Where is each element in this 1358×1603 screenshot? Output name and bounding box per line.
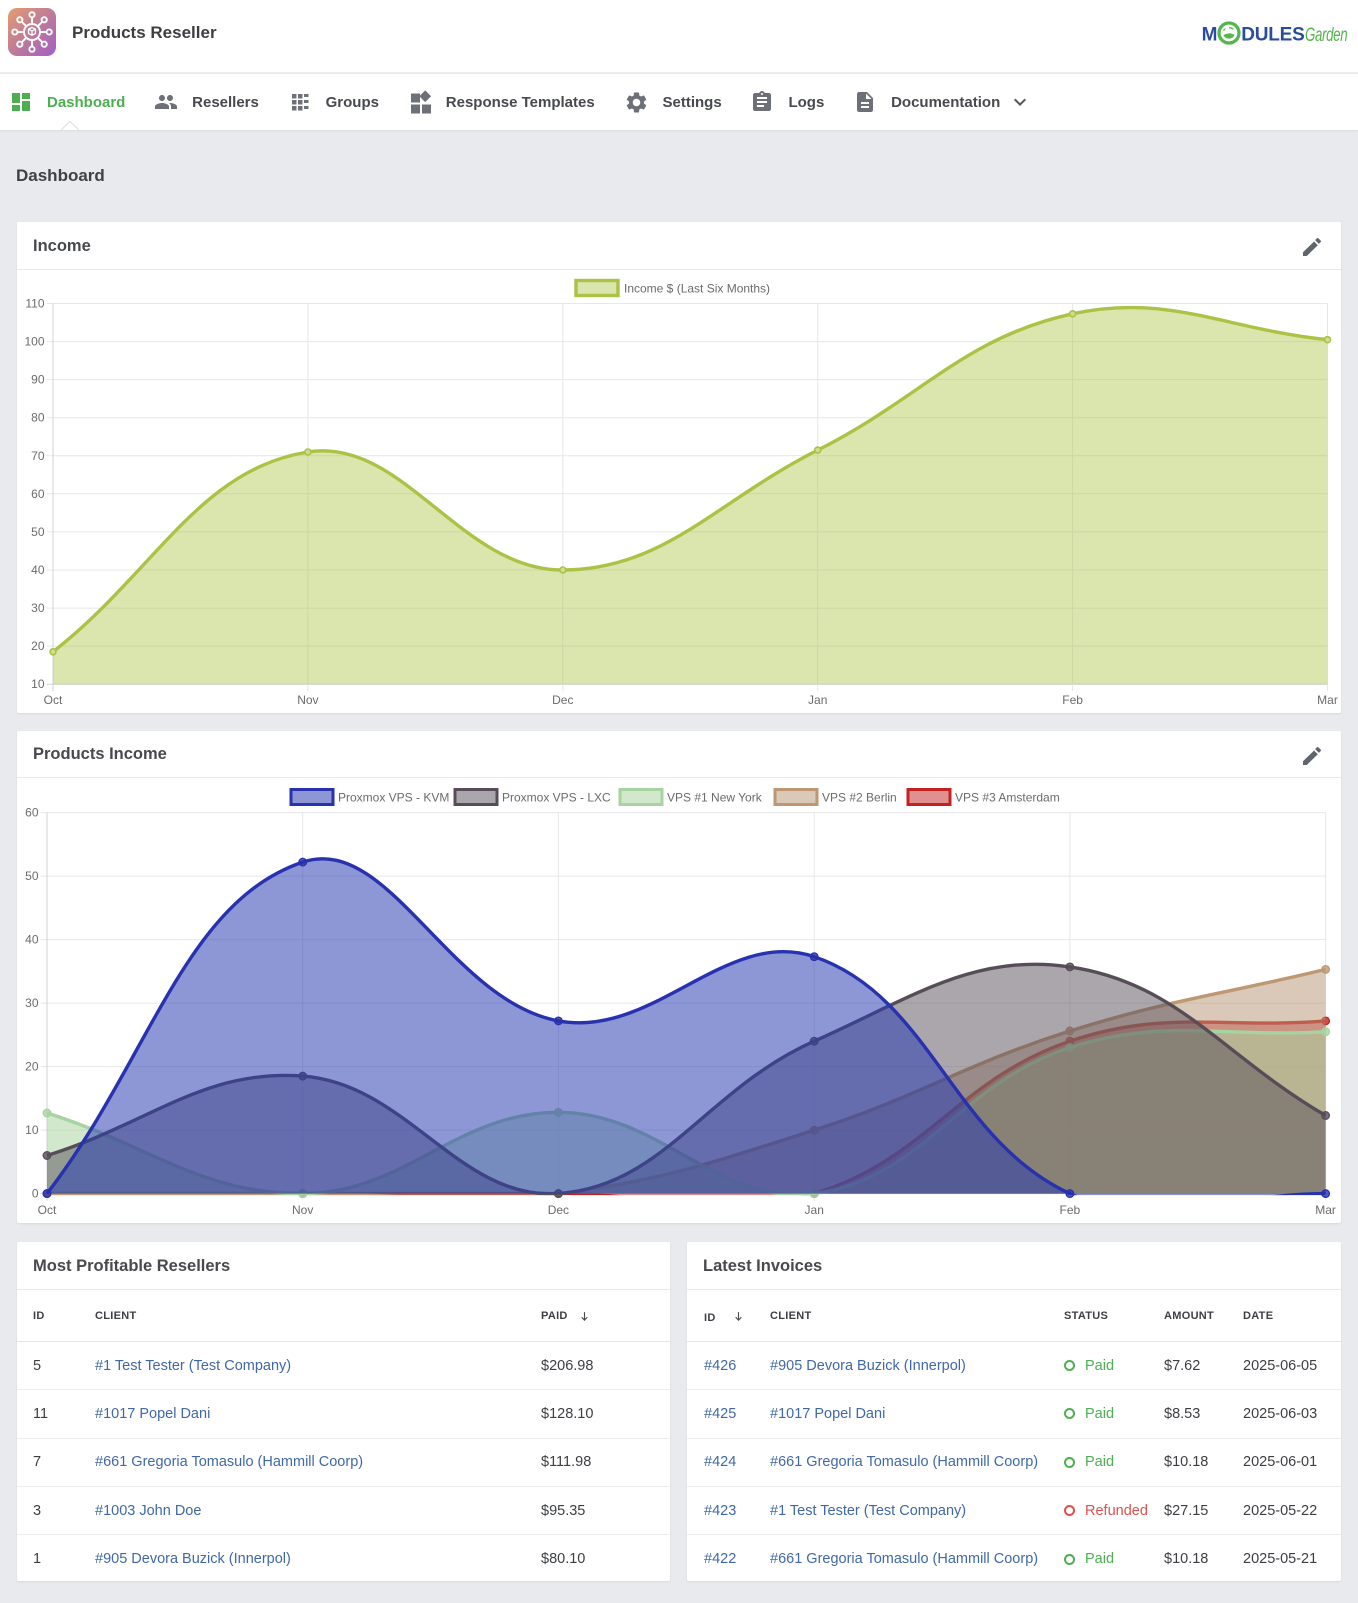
svg-text:VPS #1 New York: VPS #1 New York bbox=[667, 790, 763, 804]
svg-text:40: 40 bbox=[31, 563, 45, 577]
svg-text:Mar: Mar bbox=[1315, 1203, 1336, 1217]
svg-text:Feb: Feb bbox=[1062, 693, 1083, 707]
svg-text:60: 60 bbox=[25, 805, 39, 819]
svg-text:Jan: Jan bbox=[808, 693, 827, 707]
svg-text:Dec: Dec bbox=[552, 693, 573, 707]
svg-text:50: 50 bbox=[25, 869, 39, 883]
svg-text:Feb: Feb bbox=[1060, 1203, 1081, 1217]
svg-text:Income $ (Last Six Months): Income $ (Last Six Months) bbox=[624, 282, 770, 296]
svg-text:Oct: Oct bbox=[38, 1203, 57, 1217]
svg-text:Dec: Dec bbox=[548, 1203, 569, 1217]
svg-text:60: 60 bbox=[31, 487, 45, 501]
svg-text:20: 20 bbox=[25, 1059, 39, 1073]
svg-text:Nov: Nov bbox=[297, 693, 318, 707]
svg-text:Jan: Jan bbox=[805, 1203, 824, 1217]
svg-text:100: 100 bbox=[24, 335, 44, 349]
svg-text:Proxmox VPS - LXC: Proxmox VPS - LXC bbox=[502, 790, 611, 804]
svg-text:0: 0 bbox=[32, 1186, 39, 1200]
svg-text:VPS #2 Berlin: VPS #2 Berlin bbox=[822, 790, 897, 804]
svg-text:20: 20 bbox=[31, 639, 45, 653]
svg-text:10: 10 bbox=[25, 1123, 39, 1137]
svg-text:40: 40 bbox=[25, 932, 39, 946]
svg-text:90: 90 bbox=[31, 373, 45, 387]
svg-text:30: 30 bbox=[31, 601, 45, 615]
svg-text:80: 80 bbox=[31, 411, 45, 425]
svg-text:VPS #3 Amsterdam: VPS #3 Amsterdam bbox=[955, 790, 1060, 804]
svg-text:10: 10 bbox=[31, 677, 45, 691]
svg-text:Proxmox VPS - KVM: Proxmox VPS - KVM bbox=[338, 790, 449, 804]
svg-text:Mar: Mar bbox=[1317, 693, 1338, 707]
svg-text:50: 50 bbox=[31, 525, 45, 539]
svg-text:Nov: Nov bbox=[292, 1203, 313, 1217]
svg-text:Oct: Oct bbox=[44, 693, 63, 707]
svg-text:30: 30 bbox=[25, 996, 39, 1010]
svg-text:70: 70 bbox=[31, 449, 45, 463]
svg-text:110: 110 bbox=[25, 297, 44, 311]
